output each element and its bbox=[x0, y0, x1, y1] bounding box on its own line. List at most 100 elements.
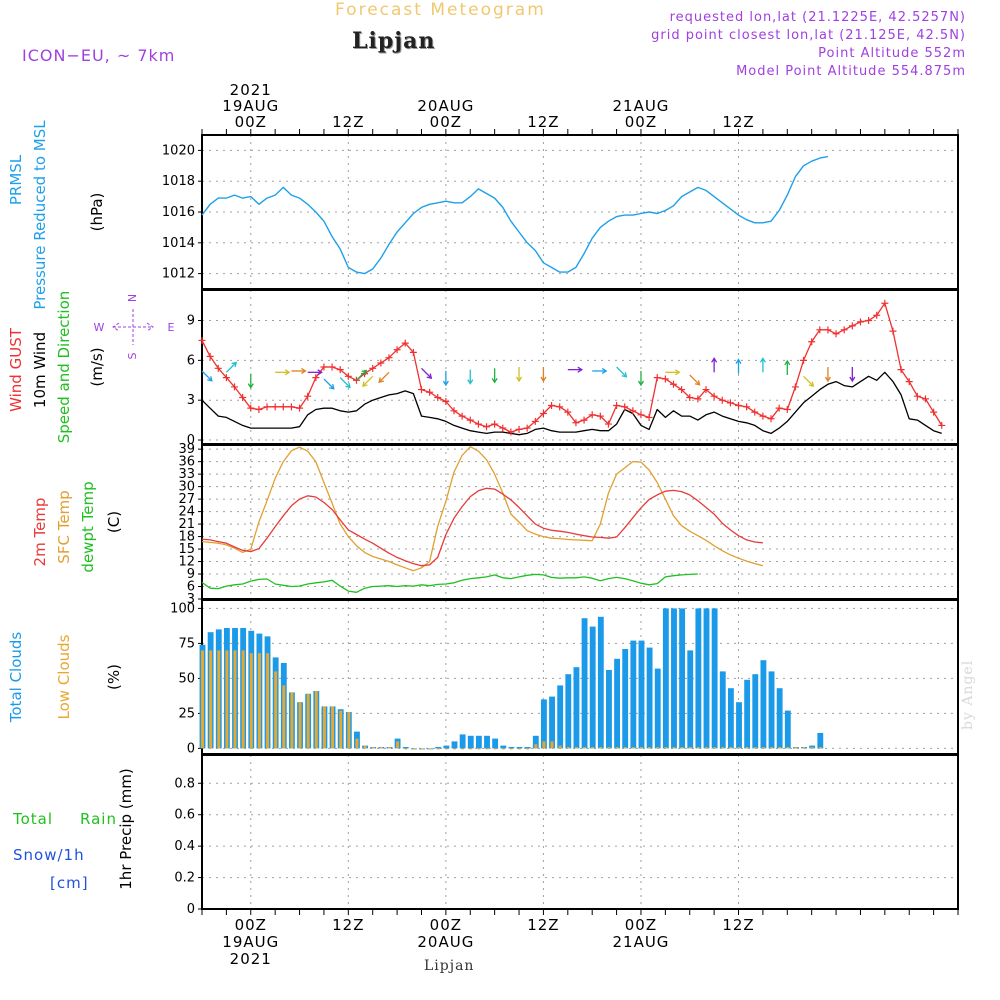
cloud-low-bar bbox=[802, 747, 806, 749]
gust-marker bbox=[816, 326, 824, 334]
temperature-ytick-label: 39 bbox=[178, 442, 195, 457]
cloud-low-bar bbox=[753, 747, 757, 749]
wind-label-speed-dir: Speed and Direction bbox=[55, 291, 73, 444]
gust-marker bbox=[417, 386, 425, 394]
precip-ytick-label: 0.4 bbox=[174, 839, 195, 854]
gust-marker bbox=[312, 374, 320, 382]
cloud-low-bar bbox=[371, 747, 375, 749]
wind10-series bbox=[201, 371, 942, 436]
wind-ytick-label: 6 bbox=[187, 353, 195, 368]
model-label: ICON−EU, ~ 7km bbox=[22, 46, 176, 65]
wind-arrow-head bbox=[540, 376, 547, 383]
cloud-low-bar bbox=[306, 693, 310, 749]
cloud-low-bar bbox=[737, 747, 741, 749]
cloud-low-bar bbox=[379, 747, 383, 749]
gust-marker bbox=[718, 396, 726, 404]
cloud-total-bar bbox=[817, 733, 824, 749]
cloud-total-bar bbox=[695, 608, 702, 749]
gust-marker bbox=[515, 425, 523, 433]
gust-marker bbox=[377, 359, 385, 367]
cloud-low-bar bbox=[770, 747, 773, 749]
wind-arrow-head bbox=[675, 369, 681, 376]
wind-arrow bbox=[355, 370, 367, 381]
gust-marker bbox=[905, 378, 913, 386]
gust-marker bbox=[930, 408, 938, 416]
cloud-low-bar bbox=[810, 747, 814, 749]
gust-marker bbox=[832, 330, 840, 338]
cloud-low-bar bbox=[469, 748, 473, 750]
gust-marker bbox=[702, 386, 710, 394]
time-label-bottom: 12Z bbox=[722, 916, 754, 934]
gust-marker bbox=[247, 404, 255, 412]
gust-marker bbox=[921, 395, 929, 403]
gust-marker bbox=[206, 352, 214, 360]
cloud-total-bar bbox=[727, 688, 734, 749]
time-label-top: 12Z bbox=[527, 113, 559, 131]
gust-marker bbox=[369, 364, 377, 372]
gust-marker bbox=[743, 403, 751, 411]
cloud-low-bar bbox=[583, 747, 587, 749]
wind-label-10m: 10m Wind bbox=[31, 332, 49, 408]
gust-marker bbox=[499, 424, 507, 432]
wind-arrow-head bbox=[284, 369, 291, 376]
wind-arrow-head bbox=[491, 377, 498, 384]
cloud-total-bar bbox=[402, 747, 409, 749]
gust-marker bbox=[613, 402, 621, 409]
precip-ytick-label: 0.2 bbox=[174, 871, 195, 886]
gust-marker bbox=[824, 326, 832, 334]
compass-s: S bbox=[126, 352, 139, 359]
wind-ytick-label: 9 bbox=[187, 314, 195, 329]
gust-marker bbox=[588, 411, 596, 419]
gust-marker bbox=[629, 407, 637, 415]
cloud-total-bar bbox=[719, 671, 726, 749]
wind-arrow bbox=[803, 375, 814, 387]
gust-marker bbox=[865, 317, 873, 325]
cloud-total-bar bbox=[500, 745, 507, 749]
gust-marker bbox=[474, 420, 482, 428]
cloud-total-bar bbox=[589, 626, 596, 749]
wind-arrow-head bbox=[784, 359, 791, 366]
title: Forecast Meteogram bbox=[335, 0, 546, 20]
wind-arrow-head bbox=[735, 358, 742, 364]
gust-marker bbox=[296, 404, 304, 412]
pressure-ytick-label: 1020 bbox=[162, 143, 195, 158]
precip-ytick-label: 0.6 bbox=[174, 808, 195, 823]
gust-marker bbox=[596, 412, 604, 420]
temperature-ytick-label: 21 bbox=[178, 517, 195, 532]
gust-marker bbox=[523, 424, 531, 432]
compass-rose bbox=[112, 309, 154, 345]
clouds-ytick-label: 0 bbox=[187, 741, 195, 756]
gust-marker bbox=[848, 322, 856, 330]
wind-arrow-head bbox=[329, 384, 335, 390]
cloud-low-bar bbox=[713, 747, 717, 749]
gust-marker bbox=[856, 318, 864, 326]
wind-ytick-label: 3 bbox=[187, 393, 195, 408]
cloud-low-bar bbox=[388, 747, 391, 749]
cloud-total-bar bbox=[614, 658, 621, 749]
wind-arrow-head bbox=[361, 369, 368, 376]
cloud-label-low: Low Clouds bbox=[55, 634, 73, 719]
cloud-total-bar bbox=[752, 674, 759, 749]
gust-marker bbox=[775, 404, 783, 412]
compass-w: W bbox=[94, 321, 105, 334]
cloud-low-bar bbox=[558, 745, 562, 749]
cloud-low-bar bbox=[355, 738, 359, 749]
cloud-low-bar bbox=[249, 653, 253, 749]
time-label-bottom: 12Z bbox=[527, 916, 559, 934]
cloud-low-bar bbox=[493, 748, 497, 750]
wind-arrow bbox=[225, 362, 237, 373]
cloud-total-bar bbox=[768, 671, 775, 749]
gust-marker bbox=[271, 403, 279, 411]
precip-label-rain: Rain bbox=[80, 810, 117, 828]
gust-marker bbox=[539, 409, 547, 417]
cloud-total-bar bbox=[687, 650, 694, 749]
cloud-total-bar bbox=[492, 738, 499, 749]
gust-marker bbox=[808, 338, 816, 346]
cloud-low-bar bbox=[607, 747, 611, 749]
gust-marker bbox=[678, 386, 686, 394]
gust-marker bbox=[385, 354, 393, 362]
precip-ytick-label: 0.8 bbox=[174, 776, 195, 791]
gust-marker bbox=[442, 398, 450, 406]
cloud-low-bar bbox=[274, 671, 278, 749]
gust-marker bbox=[304, 392, 312, 400]
